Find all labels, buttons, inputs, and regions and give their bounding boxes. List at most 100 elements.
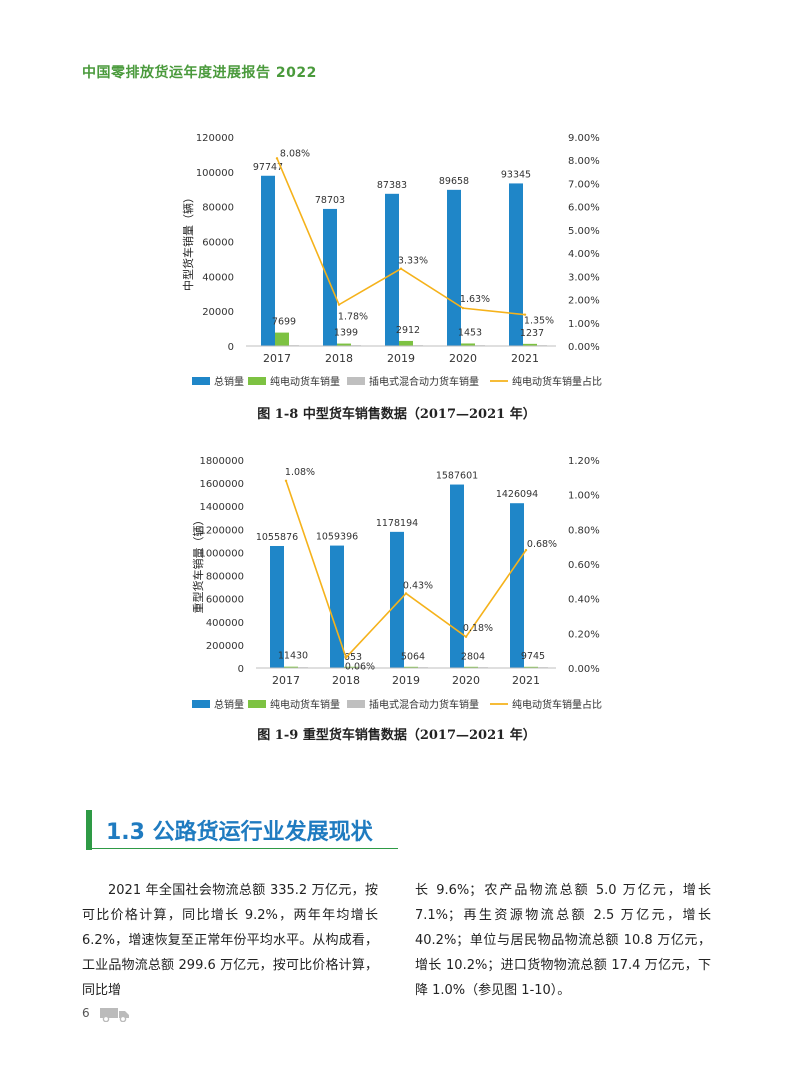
truck-icon — [100, 1008, 129, 1022]
y-tick-label: 100000 — [196, 168, 234, 179]
data-label-share: 1.08% — [285, 467, 315, 478]
bar-total — [261, 175, 275, 346]
legend-label: 总销量 — [214, 375, 244, 388]
x-tick-label: 2019 — [392, 674, 420, 687]
y2-tick-label: 0.00% — [568, 664, 600, 675]
x-tick-label: 2020 — [452, 674, 480, 687]
y2-tick-label: 5.00% — [568, 226, 600, 237]
bar-ev — [524, 666, 538, 668]
bar-ev — [275, 332, 289, 346]
bar-total — [447, 189, 461, 346]
y2-tick-label: 6.00% — [568, 203, 600, 214]
data-label-total: 1055876 — [256, 532, 298, 543]
y-tick-label: 1600000 — [199, 479, 244, 490]
bar-total — [390, 531, 404, 668]
bar-ev — [461, 343, 475, 346]
data-label-total: 93345 — [501, 169, 531, 180]
data-label-ev: 5064 — [401, 651, 425, 662]
paragraph-left: 2021 年全国社会物流总额 335.2 万亿元，按可比价格计算，同比增长 9.… — [82, 883, 378, 998]
bar-total — [509, 183, 523, 346]
legend-label: 总销量 — [214, 698, 244, 711]
legend-label: 插电式混合动力货车销量 — [369, 375, 479, 388]
data-label-ev: 11430 — [278, 651, 308, 662]
chart-caption-2: 图 1-9 重型货车销售数据（2017—2021 年） — [257, 728, 536, 743]
y2-tick-label: 2.00% — [568, 296, 600, 307]
chart-medium-truck-sales: 0 20000 40000 60000 80000 100000 120000 0.00% 1.… — [181, 133, 602, 388]
data-label-ev: 1399 — [334, 328, 358, 339]
line-point — [524, 548, 528, 552]
x-tick-label: 2018 — [332, 674, 360, 687]
y-tick-label: 1400000 — [199, 502, 244, 513]
data-label-ev: 7699 — [272, 317, 296, 328]
legend-label: 纯电动货车销量 — [270, 375, 340, 388]
bar-total — [323, 208, 337, 346]
data-label-total: 89658 — [439, 176, 469, 187]
line-point — [523, 313, 527, 316]
data-label-share: 1.63% — [460, 294, 490, 305]
legend-swatch — [248, 377, 266, 385]
y-tick-label: 0 — [228, 342, 234, 353]
section-accent-bar — [86, 810, 92, 850]
data-label-share: 0.06% — [345, 662, 375, 673]
bar-total — [385, 193, 399, 346]
y-axis-label: 中型货车销量（辆） — [181, 192, 195, 291]
data-label-total: 78703 — [315, 195, 345, 206]
y-axis-label: 重型货车销量（辆） — [191, 515, 205, 614]
data-label-ev: 2804 — [461, 652, 485, 663]
data-label-ev: 2912 — [396, 325, 420, 336]
data-label-total: 1587601 — [436, 471, 478, 482]
y-tick-label: 1800000 — [199, 456, 244, 467]
y2-tick-label: 1.00% — [568, 319, 600, 330]
data-label-share: 0.18% — [463, 623, 493, 634]
y-tick-label: 40000 — [202, 272, 234, 283]
data-label-share: 0.43% — [403, 580, 433, 591]
bar-total — [450, 484, 464, 668]
x-tick-label: 2021 — [512, 674, 540, 687]
chart-heavy-truck-sales: 0 200000 400000 600000 800000 1000000 1200000 1… — [191, 456, 602, 711]
bar-total — [510, 503, 524, 668]
legend-label: 纯电动货车销量占比 — [512, 698, 602, 711]
data-label-share: 8.08% — [280, 148, 310, 159]
y2-tick-label: 7.00% — [568, 179, 600, 190]
y2-tick-label: 0.60% — [568, 560, 600, 571]
section-title: 1.3 公路货运行业发展现状 — [106, 820, 373, 845]
data-label-total: 97747 — [253, 162, 283, 173]
line-point — [404, 592, 408, 595]
y-tick-label: 400000 — [206, 618, 244, 629]
bar-ev — [404, 666, 418, 668]
data-label-ev: 653 — [344, 652, 362, 663]
x-tick-label: 2018 — [325, 352, 353, 365]
paragraph-right: 长 9.6%；农产品物流总额 5.0 万亿元，增长 7.1%；再生资源物流总额 … — [415, 883, 711, 998]
data-label-total: 1059396 — [316, 532, 358, 543]
legend-swatch — [192, 700, 210, 708]
report-header-title: 中国零排放货运年度进展报告 2022 — [82, 65, 317, 81]
y-tick-label: 20000 — [202, 307, 234, 318]
line-point — [337, 303, 341, 306]
legend-swatch — [192, 377, 210, 385]
x-tick-label: 2020 — [449, 352, 477, 365]
bar-ev — [523, 343, 537, 346]
section-underline — [86, 848, 398, 849]
y-tick-label: 0 — [238, 664, 244, 675]
x-tick-label: 2017 — [263, 352, 291, 365]
data-label-share: 3.33% — [398, 256, 428, 267]
data-label-total: 1178194 — [376, 518, 418, 529]
data-label-total: 87383 — [377, 180, 407, 191]
x-tick-label: 2017 — [272, 674, 300, 687]
y-tick-label: 80000 — [202, 203, 234, 214]
legend-label: 插电式混合动力货车销量 — [369, 698, 479, 711]
y-tick-label: 1000000 — [199, 548, 244, 559]
bar-ev — [464, 666, 478, 668]
legend-swatch — [248, 700, 266, 708]
y2-tick-label: 0.80% — [568, 525, 600, 536]
data-label-share: 0.68% — [527, 539, 557, 550]
y2-tick-label: 1.00% — [568, 491, 600, 502]
bar-total — [270, 545, 284, 668]
line-point — [399, 267, 403, 270]
data-label-ev: 1237 — [520, 328, 544, 339]
y-tick-label: 120000 — [196, 133, 234, 144]
bar-total — [330, 545, 344, 668]
line-point — [275, 157, 279, 160]
y-tick-label: 200000 — [206, 641, 244, 652]
bar-ev — [337, 343, 351, 346]
